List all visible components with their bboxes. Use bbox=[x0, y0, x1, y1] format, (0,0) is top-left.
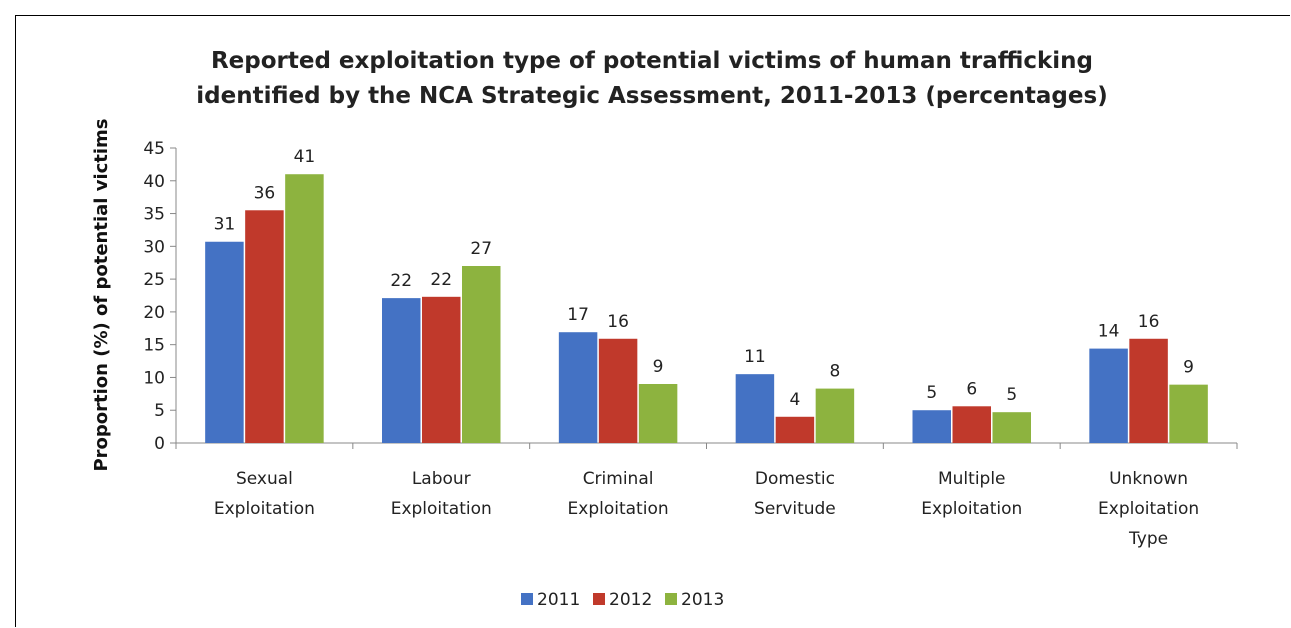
data-label: 8 bbox=[830, 362, 841, 382]
category-label: Domestic bbox=[755, 469, 835, 489]
y-tick-label: 35 bbox=[143, 205, 165, 225]
data-label: 9 bbox=[1183, 358, 1194, 378]
legend-label: 2011 bbox=[537, 590, 580, 610]
y-tick-label: 20 bbox=[143, 303, 165, 323]
data-label: 11 bbox=[744, 347, 766, 367]
bar-2012 bbox=[1129, 338, 1168, 443]
data-label: 4 bbox=[790, 390, 801, 410]
chart-title-line: Reported exploitation type of potential … bbox=[211, 48, 1093, 74]
category-label: Type bbox=[1128, 529, 1168, 549]
bar-2012 bbox=[422, 296, 461, 443]
data-label: 5 bbox=[1006, 385, 1017, 405]
bar-2012 bbox=[598, 338, 638, 443]
data-label: 22 bbox=[430, 270, 452, 290]
chart-title-line: identified by the NCA Strategic Assessme… bbox=[196, 83, 1107, 109]
bar-2013 bbox=[992, 412, 1031, 443]
bar-2013 bbox=[638, 384, 678, 443]
category-label: Unknown bbox=[1109, 469, 1188, 489]
y-axis-label: Proportion (%) of potential victims bbox=[91, 118, 112, 471]
bar-2012 bbox=[775, 416, 815, 443]
legend-swatch-2011 bbox=[521, 593, 533, 605]
category-label: Multiple bbox=[938, 469, 1006, 489]
category-label: Exploitation bbox=[1098, 499, 1199, 519]
data-label: 31 bbox=[214, 215, 236, 235]
y-tick-label: 25 bbox=[143, 270, 165, 290]
y-tick-label: 30 bbox=[143, 237, 165, 257]
bar-2012 bbox=[952, 406, 991, 443]
legend-swatch-2013 bbox=[665, 593, 677, 605]
category-labels: Sexual Exploitation Labour Exploitation Crim… bbox=[214, 469, 1199, 549]
data-label: 5 bbox=[926, 383, 937, 403]
legend-label: 2013 bbox=[681, 590, 724, 610]
data-label: 17 bbox=[567, 305, 589, 325]
y-tick-label: 0 bbox=[154, 434, 165, 454]
data-label: 14 bbox=[1098, 322, 1120, 342]
data-label: 22 bbox=[390, 271, 412, 291]
bars bbox=[205, 174, 1208, 443]
data-label: 16 bbox=[1138, 312, 1160, 332]
data-label: 6 bbox=[966, 379, 977, 399]
bar-2013 bbox=[462, 266, 501, 443]
category-label: Criminal bbox=[583, 469, 654, 489]
bar-2011 bbox=[205, 241, 244, 443]
legend-label: 2012 bbox=[609, 590, 652, 610]
bar-2011 bbox=[912, 410, 951, 443]
data-label: 9 bbox=[653, 357, 664, 377]
legend-swatch-2012 bbox=[593, 593, 605, 605]
y-tick-label: 5 bbox=[154, 401, 165, 421]
y-tick-label: 45 bbox=[143, 139, 165, 159]
data-label: 41 bbox=[294, 147, 316, 167]
data-label: 36 bbox=[254, 183, 276, 203]
bar-2011 bbox=[382, 298, 421, 443]
category-label: Sexual bbox=[236, 469, 293, 489]
legend: 2011 2012 2013 bbox=[521, 590, 724, 610]
bar-2012 bbox=[245, 210, 284, 443]
category-label: Servitude bbox=[754, 499, 836, 519]
bar-2013 bbox=[815, 388, 855, 443]
bar-2013 bbox=[285, 174, 324, 443]
chart-title: Reported exploitation type of potential … bbox=[196, 48, 1107, 109]
category-label: Exploitation bbox=[391, 499, 492, 519]
category-label: Labour bbox=[412, 469, 471, 489]
y-tick-label: 15 bbox=[143, 336, 165, 356]
bar-2011 bbox=[735, 374, 775, 443]
bar-2011 bbox=[1089, 348, 1128, 443]
category-label: Exploitation bbox=[921, 499, 1022, 519]
bar-2011 bbox=[558, 332, 598, 443]
data-labels: 31 36 41 22 22 27 17 16 9 11 4 8 5 6 5 14 16 9 bbox=[214, 147, 1194, 410]
category-label: Exploitation bbox=[568, 499, 669, 519]
category-label: Exploitation bbox=[214, 499, 315, 519]
y-tick-label: 40 bbox=[143, 172, 165, 192]
chart-frame bbox=[15, 15, 1290, 627]
data-label: 16 bbox=[607, 312, 629, 332]
bar-2013 bbox=[1169, 384, 1208, 443]
data-label: 27 bbox=[470, 239, 492, 259]
y-tick-label: 10 bbox=[143, 368, 165, 388]
